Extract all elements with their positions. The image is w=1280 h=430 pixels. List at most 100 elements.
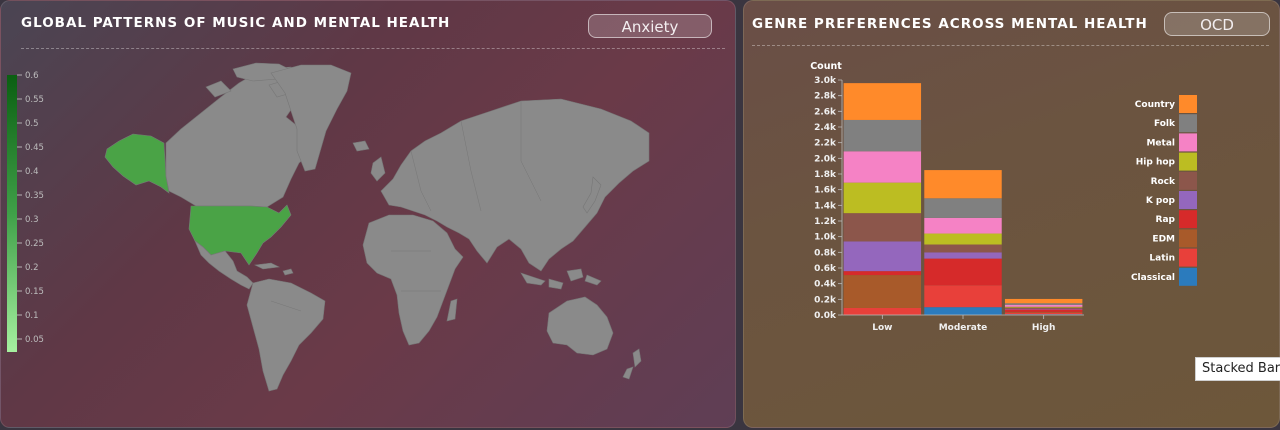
legend-label: Country (1135, 100, 1175, 110)
legend-swatch-metal[interactable] (1179, 133, 1197, 152)
x-tick-label: Moderate (939, 323, 988, 333)
colorbar-tick-label: 0.3 (25, 215, 39, 225)
bar-segment-latin-high[interactable] (1004, 312, 1083, 315)
y-tick-label: 2.6k (814, 107, 837, 117)
bar-segment-hip-hop-moderate[interactable] (924, 233, 1002, 245)
map-svg: 0.6 0.55 0.5 0.45 0.4 0.35 0.3 0.25 0.2 0.15 0.1 0.… (7, 62, 650, 392)
bar-segment-rap-high[interactable] (1004, 309, 1083, 312)
bar-segment-rock-moderate[interactable] (924, 244, 1002, 253)
legend-swatch-edm[interactable] (1179, 229, 1197, 248)
country-greenland[interactable] (270, 64, 352, 172)
world-map (104, 62, 650, 392)
bar-segment-country-low[interactable] (843, 83, 922, 120)
country-uk (370, 156, 386, 182)
map-panel: GLOBAL PATTERNS OF MUSIC AND MENTAL HEAL… (0, 0, 736, 428)
bars (843, 83, 1083, 315)
y-tick-label: 3.0k (814, 76, 837, 86)
region-indonesia (520, 268, 602, 290)
legend-label: K pop (1146, 196, 1176, 206)
country-new-zealand (622, 348, 642, 380)
chart-type-tooltip: Stacked Bar (1195, 357, 1280, 381)
legend-swatch-classical[interactable] (1179, 267, 1197, 286)
legend-label: Latin (1149, 254, 1175, 264)
bar-segment-k-pop-moderate[interactable] (924, 252, 1002, 259)
legend-swatch-folk[interactable] (1179, 114, 1197, 133)
bar-segment-hip-hop-high[interactable] (1004, 306, 1083, 308)
country-iceland (352, 140, 370, 152)
chart-panel-title: GENRE PREFERENCES ACROSS MENTAL HEALTH (752, 16, 1148, 32)
x-axis: Low Moderate High (842, 314, 1084, 333)
legend-label: Folk (1154, 119, 1176, 129)
y-axis: 0.0k 0.2k 0.4k 0.6k 0.8k 1.0k 1.2k 1.4k 1.6k 1.8k… (814, 76, 843, 321)
colorbar-tick-label: 0.15 (25, 287, 44, 297)
bar-segment-latin-moderate[interactable] (924, 285, 1002, 308)
colorbar-tick-label: 0.35 (25, 191, 44, 201)
map-panel-divider (21, 48, 725, 49)
colorbar-tick-label: 0.5 (25, 119, 39, 129)
bar-segment-hip-hop-low[interactable] (843, 182, 922, 214)
y-tick-label: 1.4k (814, 201, 837, 211)
country-alaska[interactable] (104, 133, 170, 194)
colorbar-tick-label: 0.05 (25, 335, 44, 345)
bar-segment-edm-low[interactable] (843, 275, 922, 308)
continent-eurasia[interactable] (380, 98, 650, 272)
legend-swatch-rock[interactable] (1179, 171, 1197, 190)
bar-segment-country-moderate[interactable] (924, 170, 1002, 199)
y-tick-label: 0.4k (814, 280, 837, 290)
bar-segment-folk-moderate[interactable] (924, 198, 1002, 218)
colorbar-tick-label: 0.4 (25, 167, 39, 177)
map-metric-selector[interactable]: Anxiety (588, 14, 712, 38)
bar-segment-rock-low[interactable] (843, 213, 922, 242)
legend-swatch-country[interactable] (1179, 95, 1197, 113)
y-tick-label: 1.8k (814, 170, 837, 180)
colorbar (7, 75, 17, 352)
bar-segment-k-pop-high[interactable] (1004, 308, 1083, 310)
bar-segment-rock-high[interactable] (1004, 307, 1083, 309)
legend-swatch-rap[interactable] (1179, 210, 1197, 229)
bar-segment-metal-high[interactable] (1004, 304, 1083, 307)
bar-segment-folk-high[interactable] (1004, 303, 1083, 305)
legend-label: Hip hop (1136, 158, 1176, 168)
stacked-bar-chart: Count 0.0k 0.2k 0.4k 0.6k 0.8k 1.0k 1.2k 1.4k 1.… (810, 61, 1197, 333)
chart-panel: GENRE PREFERENCES ACROSS MENTAL HEALTH O… (743, 0, 1280, 428)
continent-africa[interactable] (362, 214, 464, 346)
bar-segment-country-high[interactable] (1004, 298, 1083, 304)
bar-segment-rap-moderate[interactable] (924, 258, 1002, 286)
region-caribbean (253, 262, 294, 276)
legend-swatch-k-pop[interactable] (1179, 191, 1197, 209)
x-tick-label: High (1032, 323, 1055, 333)
y-tick-label: 0.2k (814, 295, 837, 305)
y-tick-label: 2.2k (814, 139, 837, 149)
bar-segment-classical-moderate[interactable] (924, 307, 1002, 315)
country-madagascar (446, 298, 458, 322)
bar-segment-rap-low[interactable] (843, 271, 922, 276)
bar-segment-metal-moderate[interactable] (924, 217, 1002, 234)
bar-segment-metal-low[interactable] (843, 151, 922, 183)
continent-australia[interactable] (546, 296, 614, 356)
map-panel-title: GLOBAL PATTERNS OF MUSIC AND MENTAL HEAL… (21, 15, 451, 31)
country-arctic-islands (205, 62, 294, 98)
bar-segment-k-pop-low[interactable] (843, 241, 922, 272)
y-tick-label: 2.4k (814, 123, 837, 133)
y-tick-label: 2.0k (814, 154, 837, 164)
y-axis-label: Count (810, 61, 842, 72)
y-tick-label: 0.6k (814, 264, 837, 274)
x-tick-label: Low (872, 323, 892, 333)
legend-swatch-latin[interactable] (1179, 248, 1197, 267)
legend-swatch-hip-hop[interactable] (1179, 152, 1197, 171)
y-tick-label: 0.8k (814, 248, 837, 258)
colorbar-tick-label: 0.45 (25, 143, 44, 153)
y-tick-label: 1.2k (814, 217, 837, 227)
colorbar-tick-label: 0.25 (25, 239, 44, 249)
bar-segment-latin-low[interactable] (843, 307, 922, 315)
continent-south-america[interactable] (246, 278, 326, 392)
legend-label: Rap (1156, 215, 1176, 225)
chart-metric-selector[interactable]: OCD (1164, 12, 1270, 36)
legend-label: Metal (1146, 138, 1175, 148)
y-tick-label: 1.0k (814, 233, 837, 243)
y-tick-label: 2.8k (814, 92, 837, 102)
bar-segment-folk-low[interactable] (843, 119, 922, 152)
country-japan (582, 176, 602, 214)
bar-segment-edm-high[interactable] (1004, 311, 1083, 313)
colorbar-tick-label: 0.55 (25, 95, 44, 105)
